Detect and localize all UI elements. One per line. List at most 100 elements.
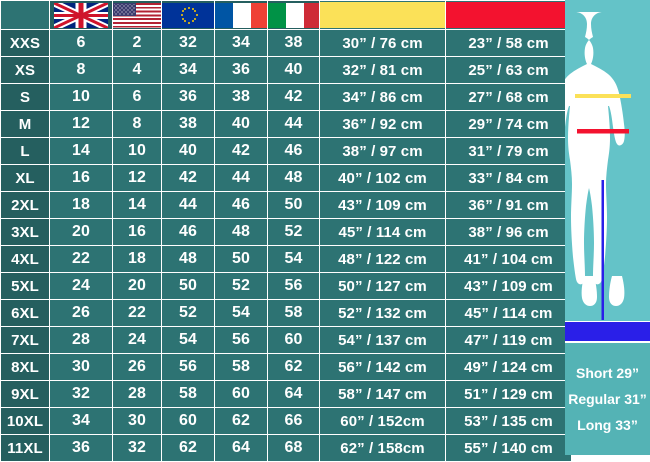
waist-measure-cell: 51” / 129 cm (446, 381, 571, 407)
table-row: XS 8 4 34 36 40 32” / 81 cm 25” / 63 cm (1, 57, 571, 83)
fr-size-cell: 48 (215, 219, 267, 245)
waist-measure-cell: 23” / 58 cm (446, 30, 571, 56)
uk-size-cell: 24 (50, 273, 112, 299)
us-size-cell: 4 (113, 57, 161, 83)
header-eu-column (162, 1, 214, 29)
bust-measure-cell: 30” / 76 cm (320, 30, 445, 56)
bust-color-swatch (320, 2, 445, 28)
fr-size-cell: 64 (215, 435, 267, 461)
bust-measure-cell: 36” / 92 cm (320, 111, 445, 137)
it-size-cell: 50 (268, 192, 319, 218)
eu-size-cell: 48 (162, 246, 214, 272)
eu-size-cell: 34 (162, 57, 214, 83)
eu-size-cell: 32 (162, 30, 214, 56)
eu-size-cell: 60 (162, 408, 214, 434)
waist-color-swatch (446, 2, 571, 28)
bust-measure-cell: 40” / 102 cm (320, 165, 445, 191)
eu-size-cell: 36 (162, 84, 214, 110)
size-label-cell: XL (1, 165, 49, 191)
table-row: S 10 6 36 38 42 34” / 86 cm 27” / 68 cm (1, 84, 571, 110)
table-row: 7XL 28 24 54 56 60 54” / 137 cm 47” / 119 cm (1, 327, 571, 353)
waist-measure-cell: 43” / 109 cm (446, 273, 571, 299)
table-row: 10XL 34 30 60 62 66 60” / 152cm 53” / 135 cm (1, 408, 571, 434)
it-size-cell: 46 (268, 138, 319, 164)
uk-size-cell: 8 (50, 57, 112, 83)
table-row: 5XL 24 20 50 52 56 50” / 127 cm 43” / 109 cm (1, 273, 571, 299)
us-size-cell: 24 (113, 327, 161, 353)
uk-size-cell: 36 (50, 435, 112, 461)
it-size-cell: 68 (268, 435, 319, 461)
bust-measure-cell: 62” / 158cm (320, 435, 445, 461)
size-label-cell: S (1, 84, 49, 110)
us-size-cell: 8 (113, 111, 161, 137)
us-size-cell: 12 (113, 165, 161, 191)
eu-size-cell: 56 (162, 354, 214, 380)
us-size-cell: 2 (113, 30, 161, 56)
waist-measure-cell: 25” / 63 cm (446, 57, 571, 83)
fr-size-cell: 42 (215, 138, 267, 164)
waist-measure-cell: 36” / 91 cm (446, 192, 571, 218)
bust-measure-cell: 56” / 142 cm (320, 354, 445, 380)
table-header-row (1, 1, 571, 29)
eu-size-cell: 42 (162, 165, 214, 191)
table-row: 4XL 22 18 48 50 54 48” / 122 cm 41” / 104 cm (1, 246, 571, 272)
bust-measure-cell: 34” / 86 cm (320, 84, 445, 110)
uk-size-cell: 16 (50, 165, 112, 191)
uk-size-cell: 32 (50, 381, 112, 407)
size-label-cell: 10XL (1, 408, 49, 434)
eu-flag-icon (162, 2, 214, 28)
female-body-silhouette-icon (565, 12, 631, 320)
fr-size-cell: 52 (215, 273, 267, 299)
bust-measure-cell: 52” / 132 cm (320, 300, 445, 326)
us-size-cell: 32 (113, 435, 161, 461)
fr-size-cell: 50 (215, 246, 267, 272)
uk-size-cell: 12 (50, 111, 112, 137)
it-size-cell: 56 (268, 273, 319, 299)
eu-size-cell: 46 (162, 219, 214, 245)
table-row: XL 16 12 42 44 48 40” / 102 cm 33” / 84 cm (1, 165, 571, 191)
size-label-cell: 9XL (1, 381, 49, 407)
us-size-cell: 14 (113, 192, 161, 218)
size-label-cell: 4XL (1, 246, 49, 272)
waist-measure-cell: 29” / 74 cm (446, 111, 571, 137)
table-row: 8XL 30 26 56 58 62 56” / 142 cm 49” / 124 cm (1, 354, 571, 380)
size-chart-table: XXS 6 2 32 34 38 30” / 76 cm 23” / 58 cm XS 8 4 34 3… (0, 0, 572, 462)
waist-measure-cell: 33” / 84 cm (446, 165, 571, 191)
table-row: M 12 8 38 40 44 36” / 92 cm 29” / 74 cm (1, 111, 571, 137)
eu-size-cell: 50 (162, 273, 214, 299)
waist-measure-cell: 31” / 79 cm (446, 138, 571, 164)
it-size-cell: 42 (268, 84, 319, 110)
us-size-cell: 20 (113, 273, 161, 299)
table-row: 9XL 32 28 58 60 64 58” / 147 cm 51” / 129 cm (1, 381, 571, 407)
size-label-cell: XS (1, 57, 49, 83)
size-label-cell: L (1, 138, 49, 164)
table-body: XXS 6 2 32 34 38 30” / 76 cm 23” / 58 cm XS 8 4 34 3… (1, 30, 571, 461)
uk-size-cell: 18 (50, 192, 112, 218)
fr-flag-icon (215, 2, 267, 28)
waist-measure-cell: 38” / 96 cm (446, 219, 571, 245)
table-row: 11XL 36 32 62 64 68 62” / 158cm 55” / 140 cm (1, 435, 571, 461)
fr-size-cell: 60 (215, 381, 267, 407)
it-size-cell: 64 (268, 381, 319, 407)
uk-size-cell: 30 (50, 354, 112, 380)
bust-measure-cell: 32” / 81 cm (320, 57, 445, 83)
table-row: 6XL 26 22 52 54 58 52” / 132 cm 45” / 114 cm (1, 300, 571, 326)
eu-size-cell: 44 (162, 192, 214, 218)
eu-size-cell: 40 (162, 138, 214, 164)
bust-measure-cell: 38” / 97 cm (320, 138, 445, 164)
table-row: 2XL 18 14 44 46 50 43” / 109 cm 36” / 91 cm (1, 192, 571, 218)
size-label-cell: 6XL (1, 300, 49, 326)
uk-size-cell: 6 (50, 30, 112, 56)
it-size-cell: 58 (268, 300, 319, 326)
it-size-cell: 52 (268, 219, 319, 245)
it-size-cell: 38 (268, 30, 319, 56)
bust-measure-line (575, 94, 631, 98)
size-label-cell: 2XL (1, 192, 49, 218)
bust-measure-cell: 60” / 152cm (320, 408, 445, 434)
waist-measure-cell: 53” / 135 cm (446, 408, 571, 434)
fr-size-cell: 40 (215, 111, 267, 137)
header-it-column (268, 1, 319, 29)
table-row: XXS 6 2 32 34 38 30” / 76 cm 23” / 58 cm (1, 30, 571, 56)
eu-size-cell: 52 (162, 300, 214, 326)
